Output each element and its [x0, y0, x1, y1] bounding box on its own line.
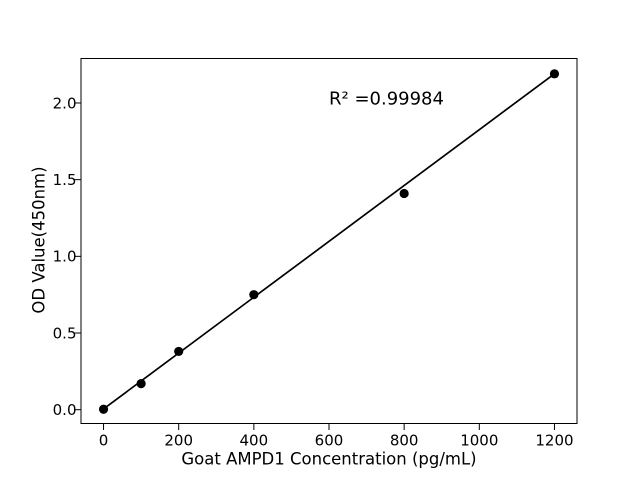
data-point — [249, 290, 259, 300]
x-axis-label: Goat AMPD1 Concentration (pg/mL) — [181, 450, 476, 469]
x-tick-label: 1200 — [535, 432, 573, 450]
data-point — [174, 346, 184, 357]
x-tick-label: 200 — [164, 432, 193, 450]
y-tick-label: 0.5 — [53, 324, 77, 342]
y-tick-label: 1.0 — [53, 248, 77, 266]
data-point — [549, 69, 560, 79]
x-tick-label: 400 — [240, 432, 269, 450]
x-tick-label: 0 — [99, 432, 109, 450]
x-tick-label: 1000 — [460, 432, 498, 450]
x-tick-label: 800 — [390, 432, 419, 450]
trend-line — [102, 72, 556, 410]
r-squared-annotation: R² =0.99984 — [329, 89, 444, 110]
y-tick-label: 0.0 — [53, 401, 77, 419]
y-tick-label: 2.0 — [53, 94, 77, 112]
x-tick-label: 600 — [315, 432, 344, 450]
data-point — [136, 379, 146, 389]
data-point — [399, 188, 409, 199]
data-point — [98, 404, 109, 414]
y-axis-label: OD Value(450nm) — [30, 166, 49, 313]
y-tick-label: 1.5 — [53, 171, 77, 189]
